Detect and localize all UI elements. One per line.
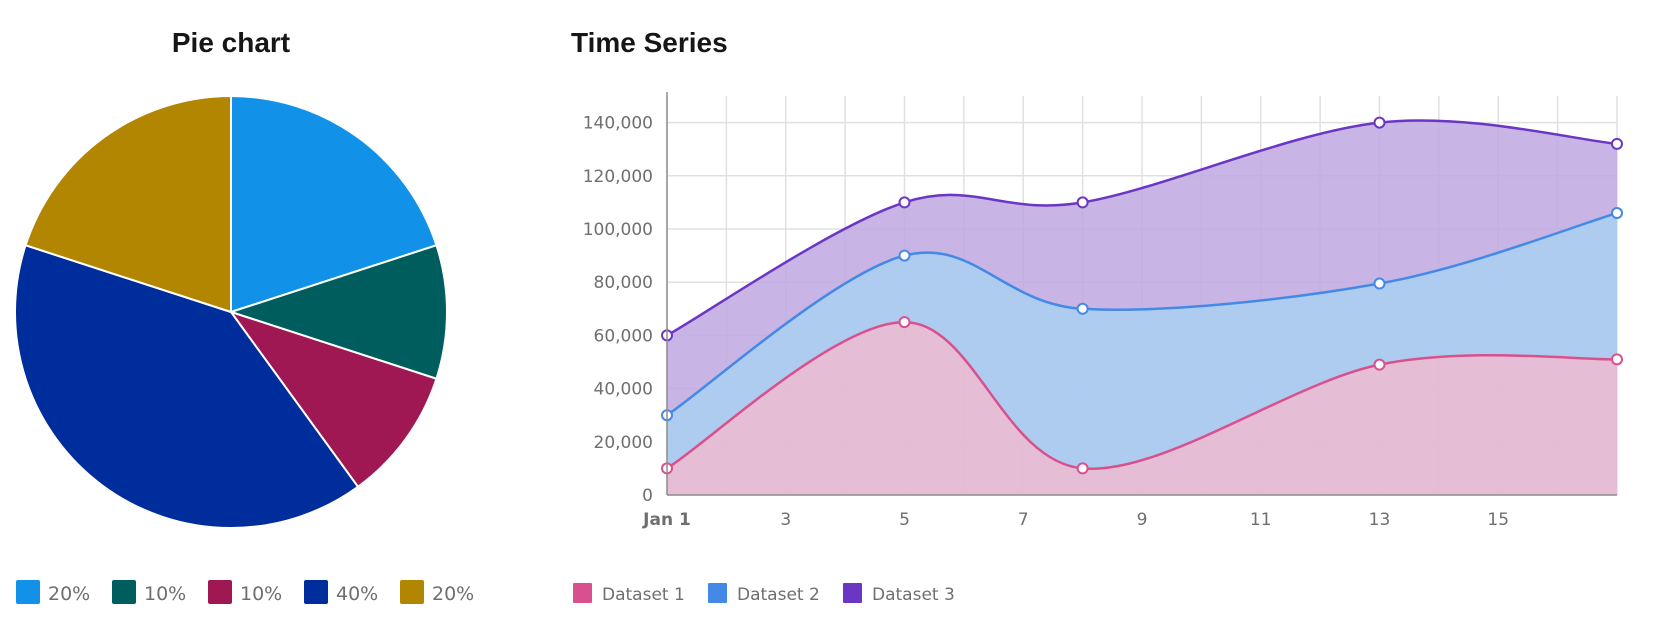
y-tick-label: 20,000: [594, 433, 653, 453]
data-point: [898, 196, 911, 209]
x-tick-label: 15: [1487, 510, 1509, 530]
legend-label: Dataset 1: [602, 585, 685, 605]
legend-swatch: [304, 580, 328, 604]
data-point: [1373, 116, 1386, 129]
time-series-chart: 0 20,000 40,000 60,000 80,000 100,000 120,000 1…: [583, 92, 1623, 530]
data-point: [1611, 353, 1623, 366]
y-tick-label: 120,000: [583, 167, 653, 187]
legend-label: 20%: [48, 583, 90, 605]
legend-label: 20%: [432, 583, 474, 605]
pie-slice: [227, 243, 448, 381]
legend-swatch: [400, 580, 424, 604]
data-point: [898, 249, 911, 262]
x-tick-label: 5: [899, 510, 910, 530]
pie-slice: [14, 243, 360, 529]
time-series-title: Time Series: [571, 27, 728, 58]
x-tick-label: 9: [1137, 510, 1148, 530]
data-point: [1076, 196, 1089, 209]
data-point: [898, 316, 911, 329]
x-tick-label: 3: [780, 510, 791, 530]
data-point: [1611, 137, 1623, 150]
pie-chart: [14, 94, 448, 529]
pie-slice: [228, 310, 438, 489]
pie-chart-title: Pie chart: [172, 27, 290, 58]
data-point: [1373, 277, 1386, 290]
legend-swatch: [112, 580, 136, 604]
y-tick-label: 60,000: [594, 326, 653, 346]
y-tick-label: 140,000: [583, 114, 653, 134]
x-tick-label: 13: [1369, 510, 1391, 530]
data-point: [1076, 302, 1089, 315]
legend-label: 40%: [336, 583, 378, 605]
data-point: [1611, 207, 1623, 220]
data-point: [1373, 358, 1386, 371]
legend-label: Dataset 3: [872, 585, 955, 605]
legend-swatch: [573, 583, 592, 603]
legend-label: Dataset 2: [737, 585, 820, 605]
x-tick-label: 7: [1018, 510, 1029, 530]
legend-label: 10%: [240, 583, 282, 605]
legend-swatch: [16, 580, 40, 604]
y-tick-label: 80,000: [594, 273, 653, 293]
data-point: [1076, 462, 1089, 475]
x-tick-label: 11: [1250, 510, 1272, 530]
legend-swatch: [843, 583, 862, 603]
x-tick-label: Jan 1: [642, 510, 691, 530]
legend-swatch: [208, 580, 232, 604]
legend-swatch: [708, 583, 727, 603]
pie-slice: [230, 94, 438, 314]
y-tick-label: 100,000: [583, 220, 653, 240]
y-tick-label: 40,000: [594, 380, 653, 400]
pie-legend: 20% 10% 10% 40% 20%: [16, 580, 474, 605]
time-series-legend: Dataset 1 Dataset 2 Dataset 3: [573, 583, 955, 605]
y-tick-label: 0: [642, 486, 653, 506]
legend-label: 10%: [144, 583, 186, 605]
pie-slice: [24, 94, 232, 314]
